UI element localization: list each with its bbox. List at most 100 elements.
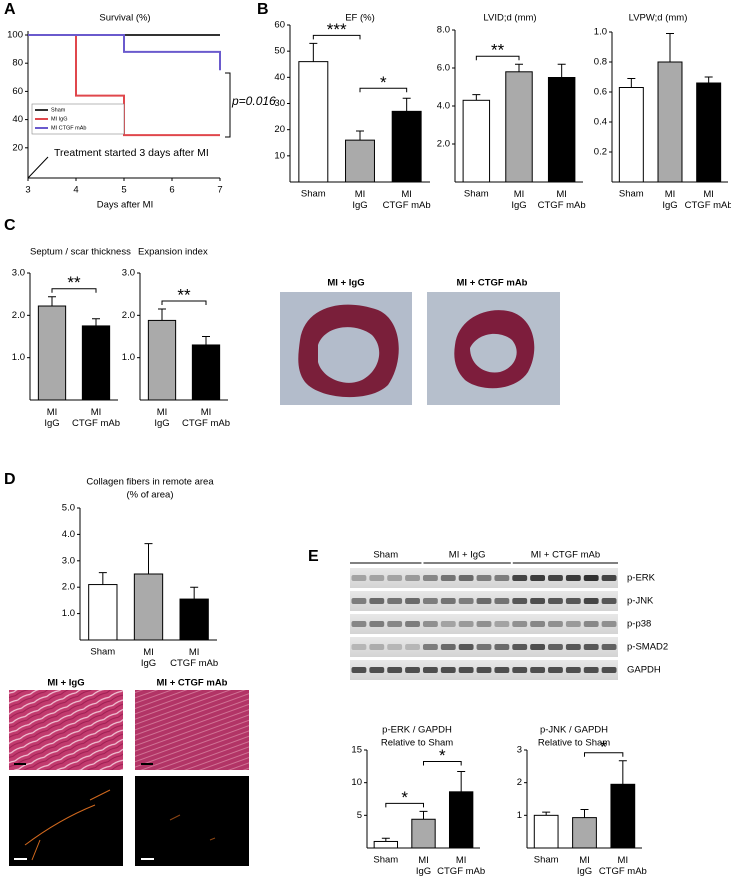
error-bar <box>381 837 390 842</box>
blot-band <box>369 667 385 673</box>
y-tick-label: 6.0 <box>437 63 450 74</box>
bar <box>657 61 683 183</box>
y-tick-label: 1.0 <box>12 352 25 363</box>
bar <box>610 783 636 849</box>
y-tick-label: 2.0 <box>62 582 75 593</box>
blot-band <box>512 644 528 650</box>
y-tick-label: 3.0 <box>62 555 75 566</box>
blot-band <box>565 667 581 673</box>
blot-band <box>458 575 474 581</box>
x-tick-label: Sham <box>373 855 398 866</box>
chart-subtitle: Relative to Sham <box>538 738 610 749</box>
y-tick-label: 4.0 <box>437 101 450 112</box>
panel-label: B <box>257 1 269 18</box>
x-tick-label: MI IgG <box>352 189 367 211</box>
bar <box>373 840 399 849</box>
y-tick-label: 0.8 <box>594 57 607 68</box>
y-tick-label: 1.0 <box>594 27 607 38</box>
blot-group-label: MI + CTGF mAb <box>531 550 600 561</box>
x-tick-label: MI CTGF mAb <box>538 189 586 211</box>
x-tick-label: MI IgG <box>511 189 526 211</box>
blot-band <box>458 667 474 673</box>
blot-band <box>565 644 581 650</box>
blot-band <box>512 598 528 604</box>
x-tick-label: 7 <box>217 185 222 196</box>
error-bar <box>144 543 153 574</box>
bar <box>391 110 422 183</box>
x-tick-label: Sham <box>464 189 489 200</box>
blot-band <box>351 621 367 627</box>
blot-band <box>565 598 581 604</box>
y-tick-label: 0.4 <box>594 117 607 128</box>
x-tick-label: MI CTGF mAb <box>437 855 485 876</box>
error-bar <box>419 810 428 820</box>
chart-title: LVID;d (mm) <box>483 13 536 24</box>
error-bar <box>402 97 411 112</box>
x-tick-label: MI IgG <box>154 407 169 429</box>
blot-band <box>440 644 456 650</box>
significance-label: *** <box>327 20 347 39</box>
y-tick-label: 60 <box>274 20 285 31</box>
panel-label: A <box>4 1 16 18</box>
chart-title: p-JNK / GAPDH <box>540 725 608 736</box>
significance-label: ** <box>177 285 191 304</box>
blot-group-label: Sham <box>373 550 398 561</box>
blot-band <box>369 644 385 650</box>
heart-section <box>298 304 399 398</box>
blot-band <box>601 621 617 627</box>
y-tick-label: 5.0 <box>62 503 75 514</box>
significance-bracket <box>312 34 361 40</box>
legend-label: Sham <box>51 107 66 113</box>
blot-band <box>422 667 438 673</box>
error-bar <box>618 760 627 785</box>
chart-title: p-ERK / GAPDH <box>382 725 452 736</box>
panel-label: E <box>308 548 319 565</box>
error-bar <box>202 336 210 345</box>
bar <box>81 325 111 401</box>
y-tick-label: 2.0 <box>437 139 450 150</box>
image-label: MI + CTGF mAb <box>457 278 528 289</box>
blot-band <box>369 621 385 627</box>
blot-band <box>494 598 510 604</box>
blot-band <box>494 575 510 581</box>
blot-row-label: p-SMAD2 <box>627 642 668 653</box>
histology-image <box>135 690 249 770</box>
x-tick-label: Sham <box>301 189 326 200</box>
y-tick-label: 2.0 <box>12 310 25 321</box>
error-bar <box>158 308 166 321</box>
y-tick-label: 8.0 <box>437 25 450 36</box>
collagen-signal <box>24 789 111 861</box>
y-tick-label: 1 <box>517 810 522 821</box>
significance-label: * <box>401 788 408 807</box>
x-tick-label: MI IgG <box>416 855 431 876</box>
blot-band <box>548 598 563 604</box>
blot-band <box>405 575 420 581</box>
x-tick-label: MI IgG <box>662 189 677 211</box>
bar <box>37 305 67 401</box>
error-bar <box>457 771 466 792</box>
significance-bracket <box>51 288 97 293</box>
bar <box>462 99 491 183</box>
blot-band <box>530 644 546 650</box>
blot-band <box>548 667 563 673</box>
blot-band <box>387 644 403 650</box>
significance-bracket <box>584 752 624 757</box>
significance-label: * <box>380 73 387 92</box>
bar <box>179 598 209 641</box>
x-tick-label: MI CTGF mAb <box>685 189 731 211</box>
blot-band <box>512 575 528 581</box>
error-bar <box>190 586 199 600</box>
blot-band <box>494 621 510 627</box>
y-tick-label: 80 <box>12 58 23 69</box>
y-tick-label: 2.0 <box>122 310 135 321</box>
x-tick-label: Sham <box>90 647 115 658</box>
blot-band <box>530 621 546 627</box>
error-bar <box>472 94 481 101</box>
y-tick-label: 1.0 <box>122 352 135 363</box>
chart-title: Septum / scar thickness <box>30 247 131 258</box>
annotation-arrow <box>27 156 49 179</box>
image-label: MI + IgG <box>47 678 84 689</box>
blot-band <box>440 598 456 604</box>
blot-band <box>476 598 492 604</box>
